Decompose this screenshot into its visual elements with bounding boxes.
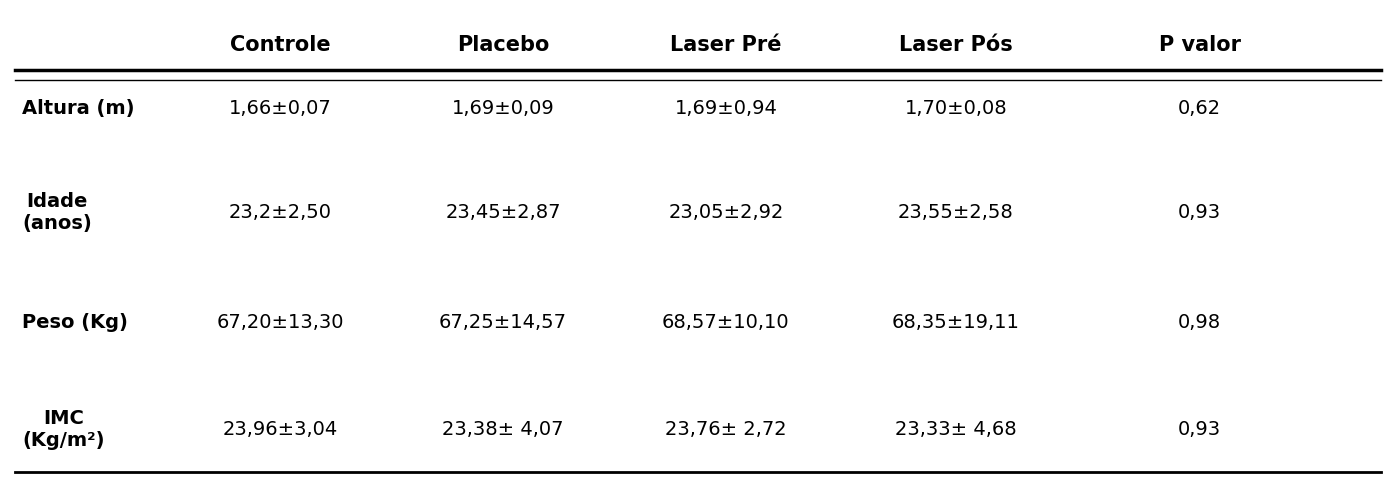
Text: 1,69±0,94: 1,69±0,94 <box>674 99 778 118</box>
Text: 23,45±2,87: 23,45±2,87 <box>445 203 561 222</box>
Text: 23,05±2,92: 23,05±2,92 <box>669 203 783 222</box>
Text: 23,96±3,04: 23,96±3,04 <box>222 420 338 439</box>
Text: 23,38± 4,07: 23,38± 4,07 <box>443 420 564 439</box>
Text: 68,57±10,10: 68,57±10,10 <box>662 313 790 332</box>
Text: Placebo: Placebo <box>456 34 549 54</box>
Text: Idade
(anos): Idade (anos) <box>22 192 92 233</box>
Text: 1,70±0,08: 1,70±0,08 <box>905 99 1007 118</box>
Text: 23,76± 2,72: 23,76± 2,72 <box>664 420 787 439</box>
Text: 67,20±13,30: 67,20±13,30 <box>216 313 343 332</box>
Text: Altura (m): Altura (m) <box>22 99 135 118</box>
Text: 23,55±2,58: 23,55±2,58 <box>898 203 1013 222</box>
Text: Peso (Kg): Peso (Kg) <box>22 313 128 332</box>
Text: IMC
(Kg/m²): IMC (Kg/m²) <box>22 409 105 450</box>
Text: 0,93: 0,93 <box>1178 203 1222 222</box>
Text: 0,62: 0,62 <box>1178 99 1222 118</box>
Text: 1,66±0,07: 1,66±0,07 <box>229 99 331 118</box>
Text: 23,2±2,50: 23,2±2,50 <box>229 203 331 222</box>
Text: Laser Pós: Laser Pós <box>899 34 1012 54</box>
Text: P valor: P valor <box>1159 34 1241 54</box>
Text: 1,69±0,09: 1,69±0,09 <box>451 99 554 118</box>
Text: 67,25±14,57: 67,25±14,57 <box>438 313 567 332</box>
Text: Laser Pré: Laser Pré <box>670 34 782 54</box>
Text: Controle: Controle <box>230 34 331 54</box>
Text: 0,98: 0,98 <box>1178 313 1222 332</box>
Text: 0,93: 0,93 <box>1178 420 1222 439</box>
Text: 23,33± 4,68: 23,33± 4,68 <box>895 420 1016 439</box>
Text: 68,35±19,11: 68,35±19,11 <box>892 313 1019 332</box>
